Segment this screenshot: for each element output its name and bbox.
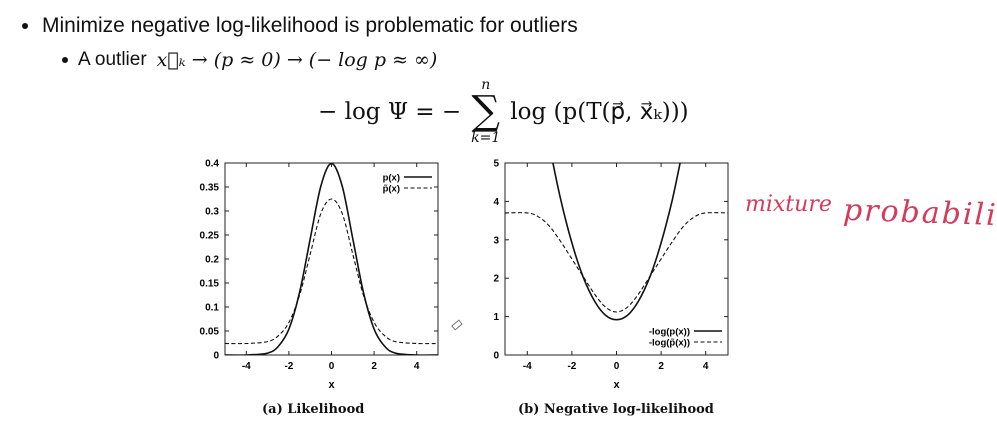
x-tick-label: -2 <box>567 361 576 372</box>
x-tick-label: 0 <box>329 361 335 372</box>
negative-log-likelihood-chart: -4 -2 0 2 4 0 1 2 3 4 5 x -log(p(x))-log(p̃(x)) <box>493 159 729 391</box>
equation-rhs: log (p(T(p⃗, x⃗ₖ))) <box>510 99 689 125</box>
x-axis-label: x <box>613 379 620 391</box>
x-tick-label: 4 <box>703 361 709 372</box>
x-tick-label: 0 <box>614 361 620 372</box>
plot-frame <box>224 162 439 356</box>
likelihood-caption: (a) Likelihood <box>262 402 365 417</box>
bullet-item-sub: A outlier x⃗ₖ → (p ≈ 0) → (− log p ≈ ∞) <box>62 49 437 71</box>
series-line-0 <box>552 163 681 321</box>
y-tick-label: 2 <box>493 274 499 285</box>
series-line-1 <box>225 198 438 345</box>
x-tick-label: 2 <box>658 361 664 372</box>
bullet-dot <box>22 23 28 29</box>
legend-label: p(x) <box>383 173 400 184</box>
y-tick-label: 4 <box>493 197 499 208</box>
y-tick-label: 0.3 <box>205 207 219 218</box>
negative-log-likelihood-equation: − log Ψ = − n ∑ k=1 log (p(T(p⃗, x⃗ₖ))) <box>318 78 689 146</box>
equation-lhs: − log Ψ = − <box>318 99 462 125</box>
plot-frame <box>504 162 729 356</box>
handwritten-mixture: mixture <box>745 192 832 217</box>
negative-log-likelihood-caption: (b) Negative log-likelihood <box>518 402 714 417</box>
y-tick-label: 1 <box>493 312 499 323</box>
bullet-text-main: Minimize negative log-likelihood is prob… <box>42 14 578 37</box>
x-tick-label: -4 <box>523 361 532 372</box>
summation-upper: n <box>481 77 491 93</box>
y-tick-label: 0.35 <box>200 183 220 194</box>
likelihood-chart: -4 -2 0 2 4 0 0.05 0.1 0.15 0.2 0.25 0.3 0.35 0.4 x p(x… <box>200 159 439 391</box>
y-tick-label: 3 <box>493 235 499 246</box>
y-tick-label: 0.2 <box>205 255 219 266</box>
series-line-0 <box>225 163 438 355</box>
outlier-expression: x⃗ₖ → (p ≈ 0) → (− log p ≈ ∞) <box>156 49 438 71</box>
x-tick-label: -2 <box>284 361 293 372</box>
y-tick-label: 0 <box>493 351 499 362</box>
y-tick-label: 0 <box>213 351 219 362</box>
sigma-glyph: ∑ <box>471 88 500 134</box>
summation-lower: k=1 <box>471 130 501 146</box>
series-line-1 <box>505 212 728 313</box>
x-axis-label: x <box>328 379 335 391</box>
y-tick-label: 0.4 <box>205 159 219 170</box>
summation-symbol: n ∑ k=1 <box>471 78 500 146</box>
legend-label: p̃(x) <box>383 184 400 195</box>
y-tick-label: 0.25 <box>200 231 220 242</box>
legend-label: -log(p̃(x)) <box>649 338 690 349</box>
x-tick-label: 4 <box>414 361 420 372</box>
bullet-text-sub: A outlier <box>78 49 147 70</box>
bullet-dot <box>62 57 68 63</box>
y-tick-label: 0.1 <box>205 303 219 314</box>
y-tick-label: 5 <box>493 159 499 170</box>
legend-label: -log(p(x)) <box>649 327 690 338</box>
handwritten-probability: probability <box>842 192 997 235</box>
bullet-item-main: Minimize negative log-likelihood is prob… <box>22 14 578 38</box>
x-tick-label: -4 <box>242 361 251 372</box>
y-tick-label: 0.15 <box>200 279 220 290</box>
y-tick-label: 0.05 <box>200 327 220 338</box>
pen-cursor-icon <box>451 319 463 331</box>
x-tick-label: 2 <box>371 361 377 372</box>
